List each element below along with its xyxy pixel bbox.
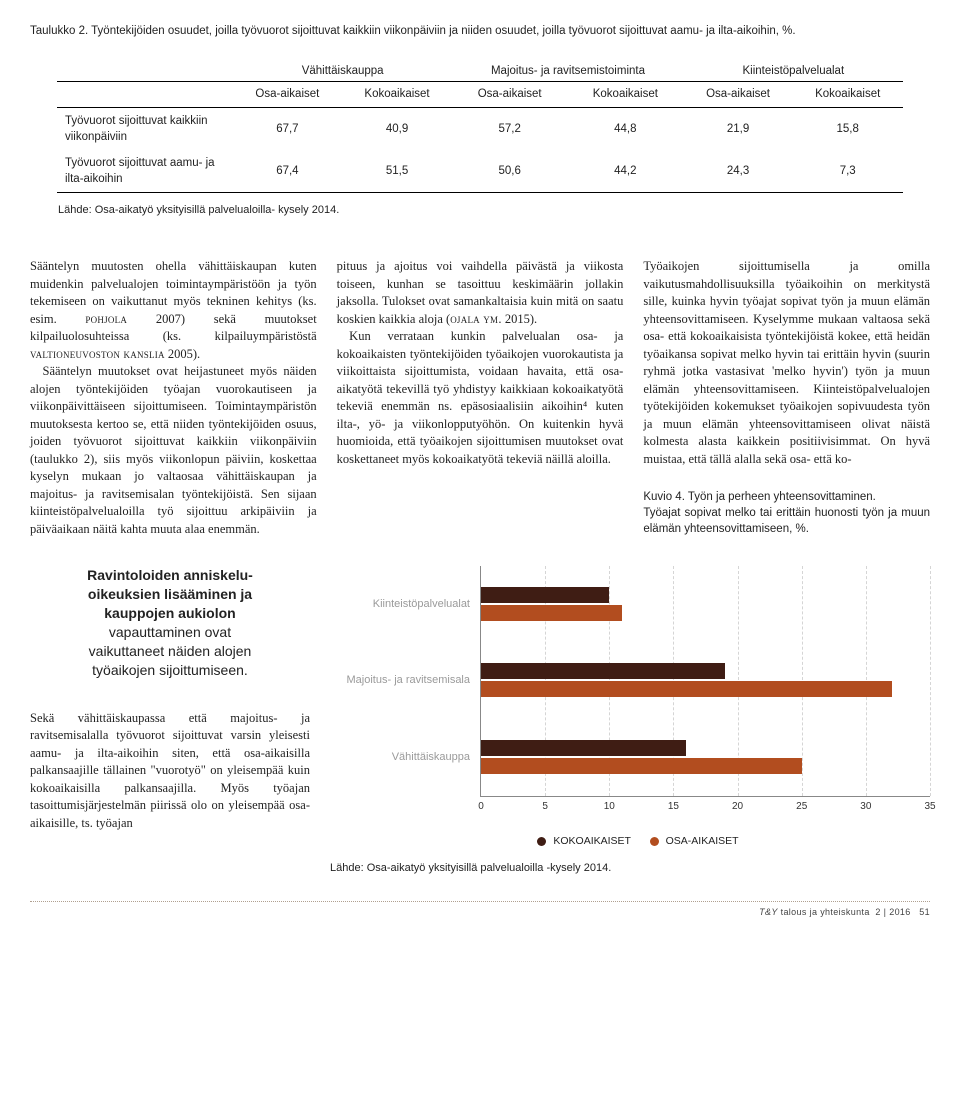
footer-brand: T&Y — [759, 907, 778, 917]
col-2: pituus ja ajoitus voi vaihdella päivästä… — [337, 258, 624, 538]
cell: 50,6 — [452, 150, 567, 193]
row-label: Työvuorot sijoittuvat kaikkiin viikonpäi… — [57, 107, 233, 150]
paragraph: Sääntelyn muutosten ohella vähittäiskaup… — [30, 258, 317, 363]
pull-quote-line: kauppojen aukiolon — [104, 605, 235, 621]
sub-header: Osa-aikaiset — [452, 81, 567, 107]
bar-chart: 05101520253035 KiinteistöpalvelualatMajo… — [330, 566, 930, 824]
table-caption: Taulukko 2. Työntekijöiden osuudet, joil… — [30, 24, 930, 40]
cell: 44,2 — [567, 150, 684, 193]
body-columns: Sääntelyn muutosten ohella vähittäiskaup… — [30, 258, 930, 538]
group-header: Kiinteistöpalvelualat — [684, 58, 903, 82]
cell: 44,8 — [567, 107, 684, 150]
group-header: Vähittäiskauppa — [233, 58, 452, 82]
sub-header: Kokoaikaiset — [342, 81, 453, 107]
sub-header: Osa-aikaiset — [233, 81, 342, 107]
cell: 7,3 — [792, 150, 903, 193]
paragraph: Sekä vähittäiskaupassa että majoitus- ja… — [30, 710, 310, 833]
legend-swatch — [650, 837, 659, 846]
sub-header: Kokoaikaiset — [792, 81, 903, 107]
chart-source: Lähde: Osa-aikatyö yksityisillä palvelua… — [330, 861, 930, 876]
cell: 15,8 — [792, 107, 903, 150]
pull-quote-line: oikeuksien lisääminen ja — [88, 586, 252, 602]
figure-title: Kuvio 4. Työn ja perheen yhteensovittami… — [643, 490, 930, 506]
pull-quote-line: työaikojen sijoittumiseen. — [92, 662, 248, 678]
footer-issue: 2 | 2016 — [875, 907, 910, 917]
cell: 51,5 — [342, 150, 453, 193]
pull-quote-line: Ravintoloiden anniskelu- — [87, 567, 253, 583]
footer-page: 51 — [919, 907, 930, 917]
cell: 67,7 — [233, 107, 342, 150]
chart-legend: KOKOAIKAISET OSA-AIKAISET — [330, 834, 930, 849]
pull-quote-line: vaikuttaneet näiden alojen — [89, 643, 252, 659]
cell: 40,9 — [342, 107, 453, 150]
left-column: Ravintoloiden anniskelu- oikeuksien lisä… — [30, 566, 310, 876]
paragraph: Sääntelyn muutokset ovat heijastuneet my… — [30, 363, 317, 538]
bottom-block: Ravintoloiden anniskelu- oikeuksien lisä… — [30, 566, 930, 876]
paragraph: pituus ja ajoitus voi vaihdella päivästä… — [337, 258, 624, 328]
footer-text: talous ja yhteiskunta — [781, 907, 870, 917]
sub-header: Kokoaikaiset — [567, 81, 684, 107]
sub-header: Osa-aikaiset — [684, 81, 793, 107]
pull-quote-line: vapauttaminen ovat — [109, 624, 231, 640]
legend-label: OSA-AIKAISET — [666, 835, 739, 847]
cell: 57,2 — [452, 107, 567, 150]
data-table: Vähittäiskauppa Majoitus- ja ravitsemist… — [57, 58, 903, 194]
paragraph: Kun verrataan kunkin palvelualan osa- ja… — [337, 328, 624, 468]
figure-caption: Kuvio 4. Työn ja perheen yhteensovittami… — [643, 490, 930, 537]
table-row: Työvuorot sijoittuvat kaikkiin viikonpäi… — [57, 107, 903, 150]
cell: 67,4 — [233, 150, 342, 193]
chart-container: 05101520253035 KiinteistöpalvelualatMajo… — [330, 566, 930, 876]
col-3: Työaikojen sijoittumisella ja omilla vai… — [643, 258, 930, 538]
cell: 24,3 — [684, 150, 793, 193]
legend-label: KOKOAIKAISET — [553, 835, 630, 847]
group-header: Majoitus- ja ravitsemistoiminta — [452, 58, 683, 82]
left-body-text: Sekä vähittäiskaupassa että majoitus- ja… — [30, 710, 310, 833]
pull-quote: Ravintoloiden anniskelu- oikeuksien lisä… — [30, 566, 310, 679]
legend-swatch — [537, 837, 546, 846]
row-label: Työvuorot sijoittuvat aamu- ja ilta-aiko… — [57, 150, 233, 193]
page-footer: T&Y talous ja yhteiskunta 2 | 2016 51 — [30, 901, 930, 919]
table-row: Työvuorot sijoittuvat aamu- ja ilta-aiko… — [57, 150, 903, 193]
cell: 21,9 — [684, 107, 793, 150]
table-source: Lähde: Osa-aikatyö yksityisillä palvelua… — [58, 203, 930, 218]
paragraph: Työaikojen sijoittumisella ja omilla vai… — [643, 258, 930, 468]
col-1: Sääntelyn muutosten ohella vähittäiskaup… — [30, 258, 317, 538]
figure-subtitle: Työajat sopivat melko tai erittäin huono… — [643, 506, 930, 537]
